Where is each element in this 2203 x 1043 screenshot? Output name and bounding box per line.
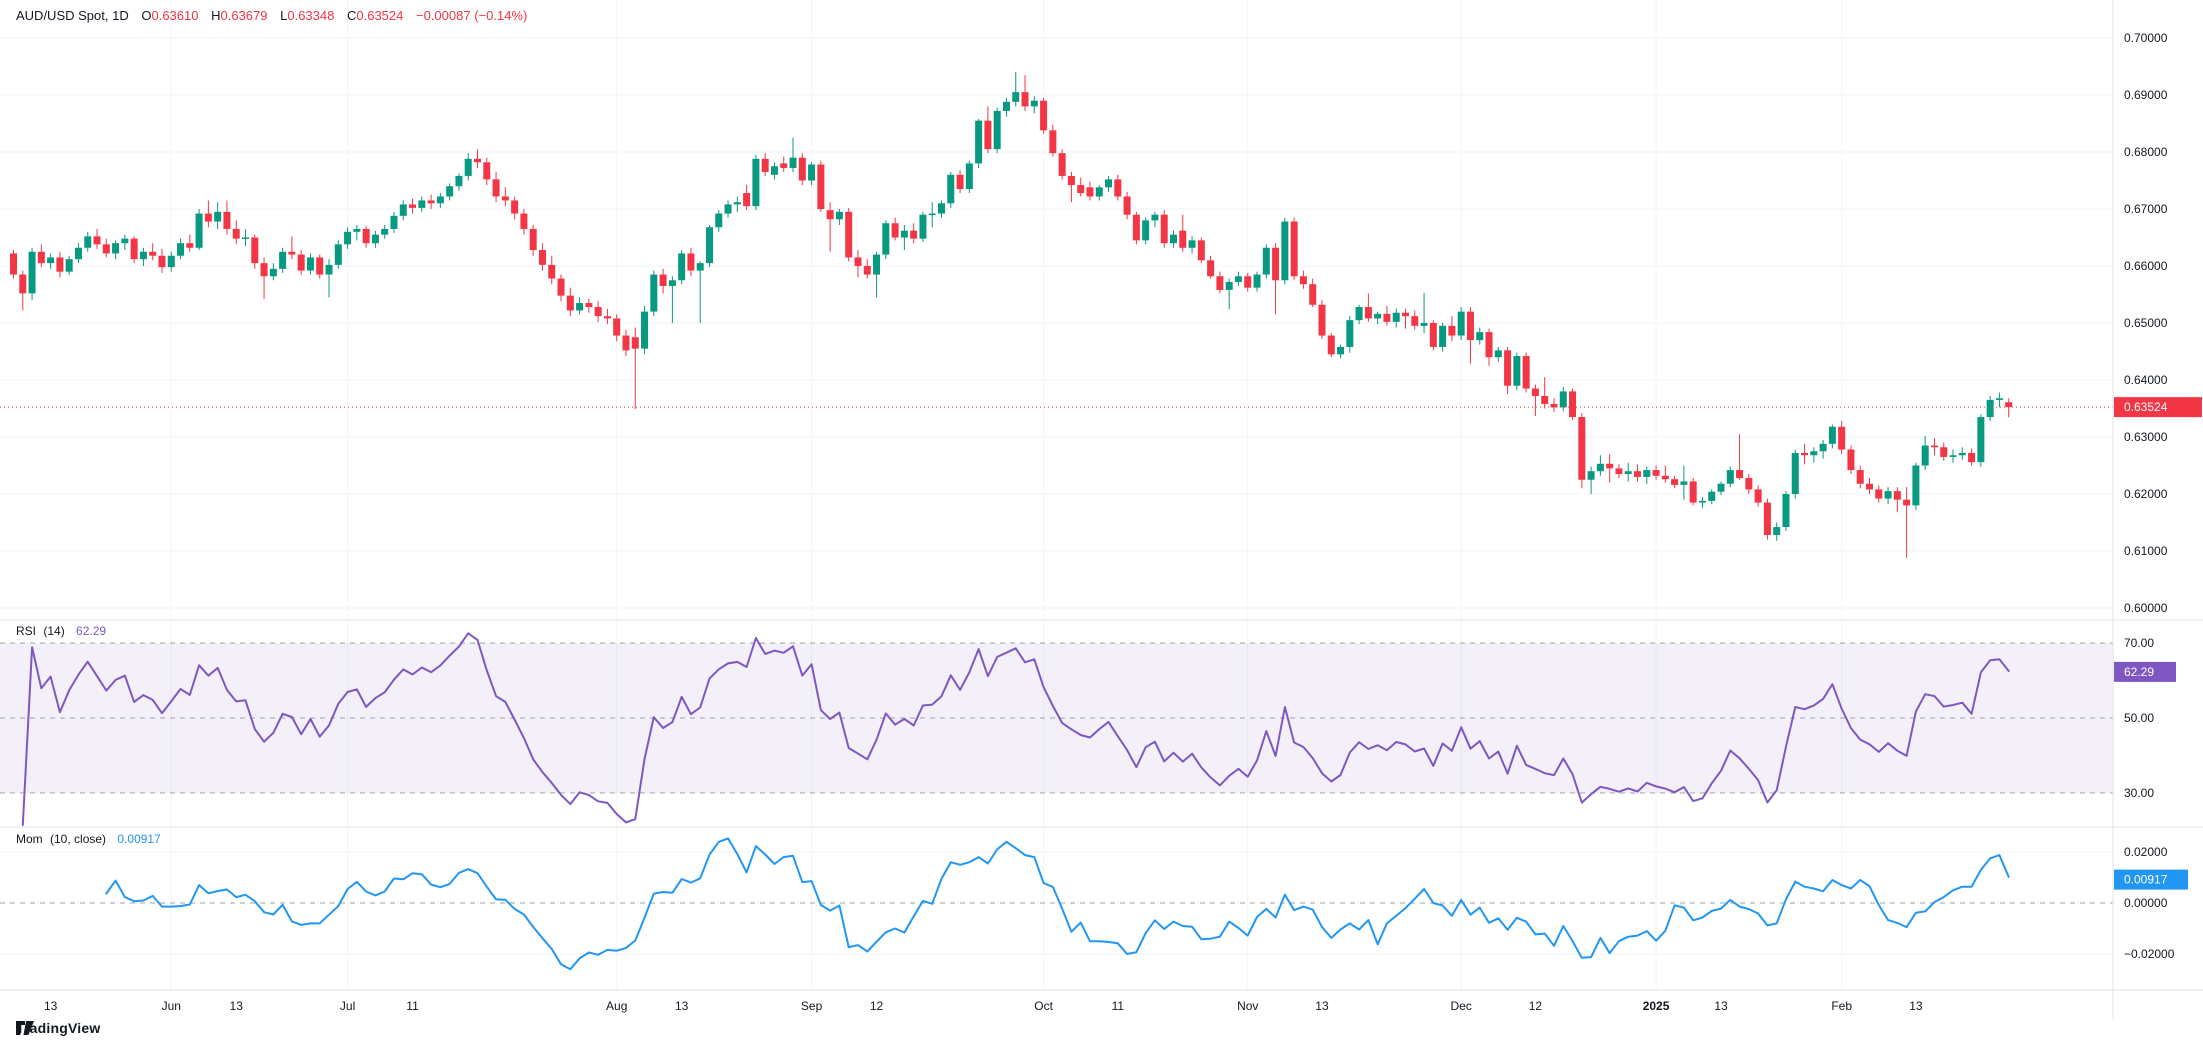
rsi-value: 62.29 [76, 624, 107, 638]
open-key: O [141, 8, 152, 23]
high-value: 0.63679 [220, 8, 268, 23]
time-tick-label: 12 [870, 999, 884, 1013]
price-tick-label: 0.68000 [2124, 145, 2168, 159]
price-tick-label: 0.60000 [2124, 601, 2168, 615]
rsi-line[interactable] [21, 632, 2010, 826]
price-tick-label: 0.67000 [2124, 202, 2168, 216]
price-tick-label: 0.64000 [2124, 373, 2168, 387]
rsi-legend[interactable]: RSI (14) 62.29 [16, 624, 106, 638]
mom-axis[interactable]: 0.02000 0.00000 −0.02000 [2124, 845, 2175, 961]
time-tick-label: 13 [1315, 999, 1329, 1013]
tradingview-watermark[interactable]: TradingView [16, 1020, 100, 1036]
time-tick-label: Aug [606, 999, 627, 1013]
time-tick-label: Dec [1451, 999, 1472, 1013]
price-tick-label: 0.69000 [2124, 88, 2168, 102]
price-tick-label: 0.65000 [2124, 316, 2168, 330]
rsi-tick-label: 50.00 [2124, 711, 2154, 725]
price-axis[interactable]: 0.70000 0.69000 0.68000 0.67000 0.66000 0.650… [2124, 31, 2168, 615]
time-tick-label: Feb [1831, 999, 1852, 1013]
symbol-interval-sep: , [104, 8, 113, 23]
time-tick-label: Nov [1237, 999, 1258, 1013]
rsi-title: RSI [16, 624, 37, 638]
price-tick-label: 0.62000 [2124, 487, 2168, 501]
change-value: −0.00087 (−0.14%) [416, 8, 528, 23]
mom-title: Mom [16, 832, 43, 846]
time-tick-label: 13 [675, 999, 689, 1013]
symbol-name: AUD/USD Spot [16, 8, 105, 23]
price-tick-label: 0.63000 [2124, 430, 2168, 444]
svg-text:0.63524: 0.63524 [2124, 400, 2168, 414]
close-key: C [346, 8, 357, 23]
time-tick-label: 2025 [1643, 999, 1670, 1013]
mom-line[interactable] [105, 837, 2010, 971]
svg-text:0.00917: 0.00917 [2124, 873, 2168, 887]
mom-tick-label: −0.02000 [2124, 947, 2175, 961]
time-axis[interactable]: 13 Jun 13 Jul 11 Aug 13 Sep 12 Oct 11 Nov 13 Dec 12 202… [44, 999, 1923, 1013]
time-tick-label: 13 [1909, 999, 1923, 1013]
mom-value: 0.00917 [117, 832, 161, 846]
tradingview-watermark-label: TradingView [16, 1020, 101, 1036]
rsi-tick-label: 30.00 [2124, 786, 2154, 800]
time-tick-label: Jun [162, 999, 181, 1013]
low-value: 0.63348 [287, 8, 335, 23]
time-tick-label: Oct [1034, 999, 1053, 1013]
low-key: L [280, 8, 288, 23]
mom-tick-label: 0.02000 [2124, 845, 2168, 859]
rsi-axis[interactable]: 70.00 50.00 30.00 [2124, 636, 2154, 800]
interval-label: 1D [112, 8, 129, 23]
open-value: 0.63610 [151, 8, 199, 23]
current-price-label[interactable]: 0.63524 [2114, 397, 2202, 418]
pane-separators[interactable] [0, 0, 2203, 1020]
price-tick-label: 0.70000 [2124, 31, 2168, 45]
time-tick-label: 13 [44, 999, 58, 1013]
grid-layer [0, 0, 2113, 990]
symbol-legend[interactable]: AUD/USD Spot, 1D O0.63610 H0.63679 L0.63… [16, 8, 527, 23]
time-tick-label: 13 [1714, 999, 1728, 1013]
svg-text:62.29: 62.29 [2124, 665, 2154, 679]
rsi-band [0, 642, 2113, 794]
rsi-params: (14) [43, 624, 65, 638]
price-tick-label: 0.61000 [2124, 544, 2168, 558]
close-value: 0.63524 [356, 8, 404, 23]
mom-params: (10, close) [50, 832, 107, 846]
time-tick-label: Sep [801, 999, 823, 1013]
mom-tick-label: 0.00000 [2124, 896, 2168, 910]
candles-layer[interactable] [10, 72, 2013, 558]
time-tick-label: 12 [1529, 999, 1543, 1013]
time-tick-label: 11 [406, 999, 419, 1013]
time-tick-label: 11 [1112, 999, 1125, 1013]
tradingview-logo-icon [16, 1021, 34, 1035]
mom-legend[interactable]: Mom (10, close) 0.00917 [16, 832, 161, 846]
mom-value-label: 0.00917 [2114, 869, 2188, 890]
high-key: H [211, 8, 221, 23]
time-tick-label: Jul [340, 999, 355, 1013]
rsi-value-label: 62.29 [2114, 661, 2176, 682]
price-tick-label: 0.66000 [2124, 259, 2168, 273]
rsi-tick-label: 70.00 [2124, 636, 2154, 650]
time-tick-label: 13 [230, 999, 244, 1013]
